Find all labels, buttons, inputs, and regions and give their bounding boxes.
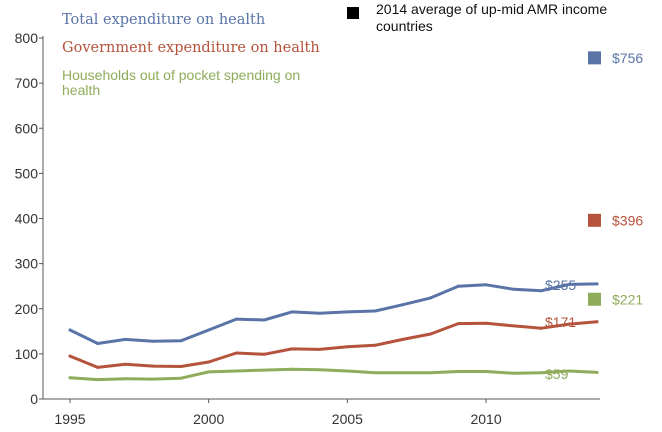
data-point — [429, 296, 433, 300]
data-point — [540, 289, 543, 293]
data-point — [567, 322, 571, 326]
data-point — [179, 339, 183, 343]
legend-government: Government expenditure on health — [62, 40, 320, 56]
data-point — [456, 322, 460, 326]
data-point — [207, 370, 211, 374]
legend: Total expenditure on health Government ex… — [62, 1, 607, 98]
axes: 0 100 200 300 400 500 600 700 800 1995 2000 2005 201… — [15, 30, 600, 427]
data-point — [595, 282, 599, 286]
data-point — [595, 320, 599, 324]
series-layer: $255 $171 $59 — [68, 277, 599, 382]
benchmark-marker — [588, 292, 601, 306]
data-point — [567, 282, 571, 286]
y-tick-label: 0 — [30, 391, 38, 407]
x-tick-label: 2010 — [470, 411, 501, 427]
series-2: $59 — [68, 366, 599, 382]
data-point — [345, 369, 349, 373]
data-point — [207, 328, 211, 332]
data-point — [512, 324, 516, 328]
y-tick-label: 500 — [15, 165, 39, 181]
data-point — [290, 310, 294, 314]
series-1: $171 — [68, 314, 599, 369]
y-tick-label: 700 — [15, 75, 39, 91]
y-tick-label: 200 — [15, 301, 39, 317]
data-point — [401, 303, 405, 307]
data-point — [595, 370, 599, 374]
end-value-label: $59 — [545, 366, 569, 382]
data-point — [179, 365, 183, 368]
data-point — [567, 369, 571, 373]
series-0: $255 — [68, 277, 599, 345]
benchmark-value-label: $221 — [612, 291, 643, 307]
data-point — [207, 360, 211, 364]
series-line — [68, 282, 599, 345]
data-point — [262, 352, 266, 356]
data-point — [151, 364, 155, 368]
data-point — [345, 310, 349, 314]
data-point — [124, 377, 127, 381]
x-tick-label: 1995 — [54, 411, 85, 427]
data-point — [96, 365, 100, 369]
data-point — [318, 311, 322, 315]
data-point — [290, 347, 294, 351]
data-point — [234, 369, 238, 373]
data-point — [318, 347, 322, 351]
benchmark-marker — [588, 51, 601, 65]
data-point — [179, 376, 183, 380]
data-point — [151, 339, 155, 343]
data-point — [262, 368, 266, 372]
benchmark-marker — [588, 213, 601, 227]
data-point — [151, 377, 155, 381]
data-point — [429, 371, 433, 375]
x-tick-label: 2000 — [193, 411, 224, 427]
benchmark-legend-label: 2014 average of up-mid AMR income countri… — [376, 1, 607, 34]
data-point — [234, 351, 238, 355]
series-line — [68, 367, 599, 382]
data-point — [318, 368, 322, 372]
data-point — [484, 370, 488, 373]
legend-total: Total expenditure on health — [62, 12, 265, 28]
data-point — [401, 371, 405, 375]
legend-households: Households out of pocket spending on heal… — [62, 67, 300, 98]
data-point — [262, 318, 266, 322]
y-tick-label: 100 — [15, 346, 39, 362]
data-point — [373, 309, 377, 313]
data-point — [290, 367, 294, 371]
benchmark-legend-swatch — [347, 7, 359, 19]
data-point — [484, 321, 488, 325]
series-line — [68, 320, 599, 369]
data-point — [401, 337, 405, 341]
data-point — [484, 283, 488, 287]
data-point — [373, 371, 377, 375]
end-value-label: $255 — [545, 277, 576, 293]
y-tick-label: 600 — [15, 120, 39, 136]
data-point — [429, 332, 433, 336]
data-point — [512, 371, 516, 375]
data-point — [124, 362, 127, 366]
end-value-label: $171 — [545, 314, 576, 330]
data-point — [68, 328, 72, 332]
y-tick-label: 800 — [15, 30, 39, 46]
benchmark-markers: $756 $396 $221 — [588, 50, 643, 307]
data-point — [540, 371, 543, 375]
data-point — [456, 370, 460, 373]
data-point — [456, 284, 460, 288]
data-point — [96, 342, 100, 345]
data-point — [68, 354, 72, 358]
data-point — [373, 343, 377, 347]
data-point — [540, 326, 543, 330]
y-tick-label: 300 — [15, 256, 39, 272]
y-tick-label: 400 — [15, 211, 39, 227]
data-point — [512, 287, 516, 291]
x-tick-label: 2005 — [332, 411, 363, 427]
benchmark-value-label: $396 — [612, 212, 643, 228]
data-point — [68, 376, 72, 380]
data-point — [234, 317, 238, 321]
data-point — [124, 337, 127, 341]
benchmark-value-label: $756 — [612, 50, 643, 66]
data-point — [96, 378, 100, 382]
data-point — [345, 345, 349, 349]
